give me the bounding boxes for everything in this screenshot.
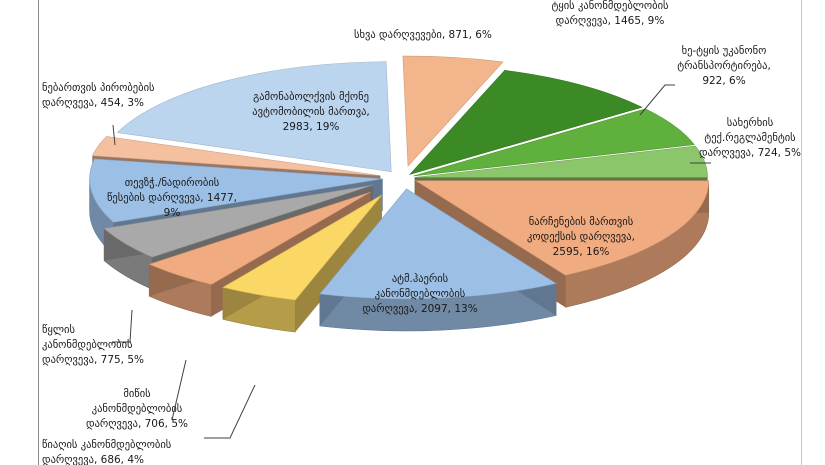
leader-line-3 <box>639 84 675 116</box>
pie-slice-1 <box>402 55 504 167</box>
frame-right-border <box>801 0 802 465</box>
slice-label-line: 922, 6% <box>702 75 745 87</box>
slice-label-line: წყლის <box>42 324 75 336</box>
slice-label-8: მიწის კანონმდებლობის დარღვევა, 706, 5% <box>86 388 188 430</box>
slice-label-line: დარღვევა, 706, 5% <box>86 418 188 430</box>
pie-slice-top-2 <box>408 70 643 176</box>
slice-label-line: კანონმდებლობის <box>92 403 183 415</box>
slice-label-line: ხე-ტყის უკანონო <box>682 45 767 57</box>
pie-slice-top-5 <box>414 180 710 276</box>
slice-label-line: ატმ.ჰაერის <box>392 273 448 285</box>
slice-label-line: დარღვევა, 454, 3% <box>42 97 144 109</box>
pie-slice-top-1 <box>402 55 504 167</box>
slice-label-10: თევზჭ./ნადირობის წესების დარღვევა, 1477, 9… <box>107 177 237 219</box>
slice-label-line: დარღვევა, 686, 4% <box>42 454 144 465</box>
slice-label-6: ატმ.ჰაერის კანონმდებლობის დარღვევა, 2097, … <box>362 273 477 315</box>
pie-slice-top-12 <box>116 61 392 173</box>
slice-label-7: წიაღის კანონმდებლობის დარღვევა, 686, 4% <box>42 439 171 465</box>
leader-line-9 <box>112 309 133 343</box>
slice-label-3: ხე-ტყის უკანონო ტრანსპორტირება, 922, 6% <box>677 45 771 87</box>
slice-label-9: წყლის კანონმდებლობის დარღვევა, 775, 5% <box>42 324 144 366</box>
slice-label-line: ნარჩენების მართვის <box>529 216 633 228</box>
slice-label-line: წიაღის კანონმდებლობის <box>42 439 171 451</box>
slice-label-line: 2983, 19% <box>283 121 340 133</box>
slice-label-line: დარღვევა, 2097, 13% <box>362 303 477 315</box>
slice-label-line: კანონმდებლობის <box>375 288 466 300</box>
slice-label-line: ტექ.რეგლამენტის <box>704 132 795 144</box>
frame-left-border <box>38 0 39 465</box>
slice-label-line: დარღვევა, 1465, 9% <box>556 15 665 27</box>
pie-labels: სხვა დარღვევები, 871, 6% ტყის კანონმდებლო… <box>42 0 801 465</box>
slice-label-line: დარღვევა, 724, 5% <box>699 147 801 159</box>
pie-slice-top-6 <box>319 188 557 300</box>
slice-label-line: 9% <box>164 207 181 219</box>
slice-label-line: წესების დარღვევა, 1477, <box>107 192 237 204</box>
slice-label-1: სხვა დარღვევები, 871, 6% <box>354 29 492 41</box>
slice-label-4: სახერხის ტექ.რეგლამენტის დარღვევა, 724, 5% <box>699 117 801 159</box>
slice-label-line: კანონმდებლობის <box>42 339 133 351</box>
slice-label-12: გამონაბოლქვის მქონე ავტომობილის მართვა, 29… <box>252 91 370 133</box>
slice-label-line: კოდექსის დარღვევა, <box>527 231 635 243</box>
slice-label-line: თევზჭ./ნადირობის <box>125 177 220 189</box>
slice-label-line: ტრანსპორტირება, <box>677 60 771 72</box>
pie-slice-top-11 <box>91 136 381 176</box>
leader-line-7 <box>204 384 256 439</box>
pie-slice-7 <box>222 194 383 333</box>
pie-slice-top-7 <box>222 194 383 301</box>
pie-slice-2 <box>408 70 643 176</box>
leader-line-8 <box>171 359 187 421</box>
slice-label-line: დარღვევა, 775, 5% <box>42 354 144 366</box>
slice-label-line: სახერხის <box>727 117 773 129</box>
slice-label-line: ავტომობილის მართვა, <box>252 106 370 118</box>
slice-label-line: 2595, 16% <box>553 246 610 258</box>
slice-label-line: სხვა დარღვევები, 871, 6% <box>354 29 492 41</box>
slice-label-line: ნებართვის პირობების <box>42 82 155 94</box>
pie-slice-12 <box>116 61 392 173</box>
slice-label-line: გამონაბოლქვის მქონე <box>253 91 369 103</box>
pie-slice-top-10 <box>89 158 383 223</box>
slice-label-line: მიწის <box>123 388 150 400</box>
pie-slice-top-4 <box>414 145 708 178</box>
slice-label-line: ტყის კანონმდებლობის <box>551 0 668 12</box>
pie-slice-6 <box>319 188 557 332</box>
pie-slice-top-9 <box>103 184 374 258</box>
slice-label-11: ნებართვის პირობების დარღვევა, 454, 3% <box>42 82 155 109</box>
leader-line-11 <box>112 124 116 146</box>
pie-slices <box>89 55 710 333</box>
pie-slice-top-8 <box>148 191 371 285</box>
slice-label-2: ტყის კანონმდებლობის დარღვევა, 1465, 9% <box>551 0 668 27</box>
slice-label-5: ნარჩენების მართვის კოდექსის დარღვევა, 2595… <box>527 216 635 258</box>
